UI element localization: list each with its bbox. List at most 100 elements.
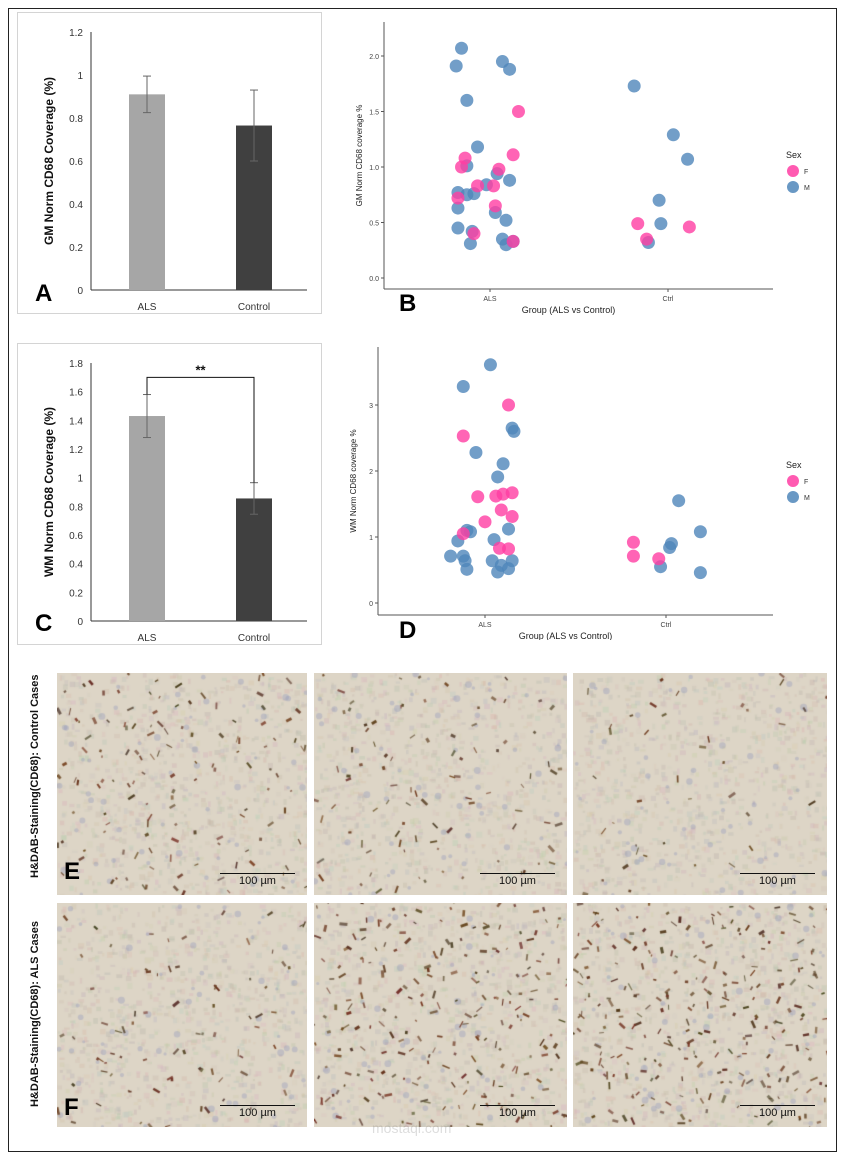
scale-bar-label: 100 µm xyxy=(239,1107,276,1119)
data-point-ctrl-f xyxy=(626,549,640,563)
data-point-als-m xyxy=(451,221,465,235)
scale-bar-label: 100 µm xyxy=(499,1107,536,1119)
watermark: mostaql.com xyxy=(372,1120,452,1136)
y-axis-title: WM Norm CD68 coverage % xyxy=(349,429,358,532)
data-point-als-m xyxy=(444,549,458,563)
legend-label-m: M xyxy=(804,185,810,192)
data-point-ctrl-m xyxy=(693,566,707,580)
data-point-als-f xyxy=(506,234,520,248)
x-tick-label: ALS xyxy=(478,622,492,629)
panel-label-a: A xyxy=(35,280,53,307)
micrograph-control-2: 100 µm xyxy=(314,673,567,895)
legend-marker-f xyxy=(787,165,799,177)
y-tick-label: 2.0 xyxy=(369,54,379,61)
y-axis-title: GM Norm CD68 Coverage (%) xyxy=(42,77,56,245)
data-point-als-f xyxy=(456,429,470,443)
data-point-als-f xyxy=(467,227,481,241)
y-tick-label: 1.2 xyxy=(69,445,83,456)
data-point-als-m xyxy=(496,457,510,471)
data-point-als-f xyxy=(471,179,485,193)
data-point-als-m xyxy=(449,59,463,73)
x-axis-title: Group (ALS vs Control) xyxy=(522,305,616,315)
data-point-ctrl-m xyxy=(627,79,641,93)
micrograph-control-1: 100 µm xyxy=(57,673,307,895)
data-point-als-m xyxy=(491,470,505,484)
data-point-ctrl-m xyxy=(681,152,695,166)
data-point-als-f xyxy=(492,162,506,176)
data-point-als-f xyxy=(506,148,520,162)
data-point-als-m xyxy=(483,358,497,372)
data-point-ctrl-m xyxy=(652,193,666,207)
legend-marker-m xyxy=(787,491,799,503)
micrograph-als-3: 100 µm xyxy=(573,903,827,1127)
y-tick-label: 0.4 xyxy=(69,560,83,571)
data-point-ctrl-m xyxy=(654,217,668,231)
micrograph-texture xyxy=(573,673,827,895)
legend-title: Sex xyxy=(786,460,802,470)
legend-label-m: M xyxy=(804,495,810,502)
y-axis-title: WM Norm CD68 Coverage (%) xyxy=(42,407,56,577)
data-point-als-f xyxy=(505,510,519,524)
data-point-als-f xyxy=(502,542,516,556)
scale-bar-label: 100 µm xyxy=(499,875,536,887)
data-point-als-f xyxy=(488,199,502,213)
data-point-ctrl-f xyxy=(640,232,654,246)
y-tick-label: 0.4 xyxy=(69,200,83,211)
data-point-als-m xyxy=(507,424,521,438)
data-point-als-m xyxy=(471,140,485,154)
x-tick-label: Ctrl xyxy=(661,622,672,629)
data-point-als-m xyxy=(469,446,483,460)
y-tick-label: 1.4 xyxy=(69,416,83,427)
legend-marker-f xyxy=(787,475,799,487)
data-point-als-f xyxy=(511,105,525,118)
y-tick-label: 0.8 xyxy=(69,114,83,125)
scale-bar: 100 µm xyxy=(220,1105,295,1119)
y-tick-label: 2 xyxy=(369,469,373,476)
y-tick-label: 0.6 xyxy=(69,531,83,542)
bar-als xyxy=(129,94,165,290)
y-tick-label: 1.8 xyxy=(69,359,83,370)
data-point-als-f xyxy=(487,179,501,193)
figure-frame xyxy=(8,8,837,1152)
y-axis-title: GM Norm CD68 coverage % xyxy=(355,105,364,207)
bar-chart-gm: 0 0.2 0.4 0.6 0.8 1 1.2 ALS Control GM Norm CD68 … xyxy=(42,28,307,313)
data-point-als-m xyxy=(502,522,516,536)
scale-bar-label: 100 µm xyxy=(239,875,276,887)
panel-label-b: B xyxy=(399,290,417,317)
scale-bar-label: 100 µm xyxy=(759,875,796,887)
y-tick-label: 0.8 xyxy=(69,502,83,513)
x-tick-label: ALS xyxy=(483,296,497,303)
y-tick-label: 0.5 xyxy=(369,221,379,228)
micrograph-texture xyxy=(57,673,307,895)
data-point-als-m xyxy=(503,173,517,187)
data-point-als-f xyxy=(455,160,469,174)
data-point-ctrl-f xyxy=(631,217,645,231)
scatter-chart-wm: 0 1 2 3 ALS Ctrl Group (ALS vs Control) WM Norm… xyxy=(349,347,810,640)
y-tick-label: 0.2 xyxy=(69,243,83,254)
scatter-chart-gm: 0.0 0.5 1.0 1.5 2.0 ALS Ctrl Group (ALS vs Cont… xyxy=(355,22,810,315)
data-point-als-m xyxy=(502,562,516,576)
legend-marker-m xyxy=(787,181,799,193)
data-point-als-f xyxy=(502,398,516,412)
row-label-als: H&DAB-Staining(CD68): ALS Cases xyxy=(29,921,41,1108)
scale-bar: 100 µm xyxy=(220,873,295,887)
micrograph-als-2: 100 µm xyxy=(314,903,567,1127)
legend-title: Sex xyxy=(786,150,802,160)
x-tick-label: ALS xyxy=(138,302,157,313)
micrograph-texture xyxy=(57,903,307,1127)
x-tick-label: Control xyxy=(238,302,270,313)
panel-label-f: F xyxy=(64,1094,79,1121)
micrograph-texture xyxy=(573,903,827,1127)
data-point-als-m xyxy=(499,213,513,227)
data-point-als-m xyxy=(503,62,517,76)
y-tick-label: 0 xyxy=(77,286,83,297)
x-tick-label: Control xyxy=(238,633,270,644)
significance-bracket xyxy=(146,376,255,483)
data-point-als-m xyxy=(456,380,470,394)
data-point-als-m xyxy=(491,565,505,579)
scale-bar: 100 µm xyxy=(480,1105,555,1119)
data-point-als-m xyxy=(460,93,474,107)
scale-bar: 100 µm xyxy=(740,873,815,887)
y-tick-label: 3 xyxy=(369,403,373,410)
x-tick-label: ALS xyxy=(138,633,157,644)
